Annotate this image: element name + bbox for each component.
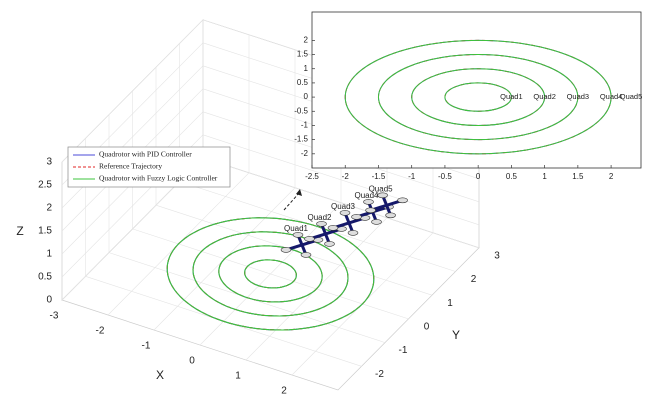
z-tick-label: 0 (46, 295, 52, 306)
y-tick-label: -2 (375, 369, 384, 380)
z-tick-label: 3 (46, 157, 52, 168)
inset-plot: -2.5 -2 -1.5 -1 -0.5 0 0.5 1 1.5 2 -2 -1.5 -1 -0.5 0 0.… (294, 12, 642, 181)
quad-rotor (372, 219, 382, 224)
x-tick-label: -2.5 (305, 172, 319, 181)
quad-rotor (328, 225, 338, 230)
quad-rotor (293, 232, 303, 237)
quad-label: Quad3 (567, 92, 590, 101)
x-tick-label: 0 (189, 356, 195, 367)
legend: Quadrotor with PID Controller Reference T… (68, 147, 230, 187)
quad-label: Quad2 (307, 213, 332, 222)
x-tick-label: 0.5 (506, 172, 518, 181)
quad-rotor (305, 236, 315, 241)
x-tick-label: -2 (96, 326, 105, 337)
x-tick-label: 2 (609, 172, 614, 181)
quad-rotor (352, 214, 362, 219)
z-tick-label: 1 (46, 249, 52, 260)
quad-rotor (317, 221, 327, 226)
y-tick-label: -2 (301, 149, 309, 158)
y-axis-label: Y (452, 328, 460, 342)
y-tick-label: -1 (399, 345, 408, 356)
y-tick-label: -1 (301, 121, 309, 130)
quad-rotor (348, 230, 358, 235)
z-tick-label: 0.5 (38, 272, 52, 283)
x-tick-label: 1.5 (572, 172, 584, 181)
z-tick-label: 2.5 (38, 180, 52, 191)
x-tick-label: -1.5 (372, 172, 386, 181)
y-tick-label: 0.5 (297, 78, 309, 87)
quad-rotor (301, 252, 311, 257)
y-tick-label: -0.5 (294, 106, 308, 115)
legend-label: Quadrotor with Fuzzy Logic Controller (99, 174, 218, 183)
quad-rotor (378, 193, 388, 198)
quad-label: Quad3 (331, 202, 356, 211)
quad-label: Quad1 (284, 224, 309, 233)
y-tick-label: 2 (471, 274, 477, 285)
quad-rotor (386, 213, 396, 218)
z-tick-label: 2 (46, 203, 52, 214)
y-tick-label: 0 (304, 92, 309, 101)
x-tick-label: 1 (235, 371, 241, 382)
y-tick-label: 1 (447, 298, 453, 309)
x-tick-label: 1 (542, 172, 547, 181)
quad-rotor (364, 199, 374, 204)
quad-rotor (366, 208, 376, 213)
x-tick-label: -1 (142, 341, 151, 352)
x-axis-label: X (156, 368, 164, 382)
x-tick-label: -0.5 (438, 172, 452, 181)
y-tick-label: 3 (494, 250, 500, 261)
x-tick-label: 2 (281, 386, 287, 397)
quad-label: Quad5 (620, 92, 643, 101)
quad-label: Quad2 (533, 92, 556, 101)
x-tick-label: 0 (476, 172, 481, 181)
quad-rotor (340, 210, 350, 215)
y-tick-label: -1.5 (294, 135, 308, 144)
figure: -3 -2 -1 0 1 2 -2 -1 0 1 2 3 0 0.5 1 1.5 2 2.5 3 Quad1 Quad2… (0, 0, 649, 406)
x-tick-label: -1 (408, 172, 416, 181)
z-tick-label: 1.5 (38, 226, 52, 237)
legend-label: Reference Trajectory (99, 162, 162, 171)
y-tick-label: 1.5 (297, 50, 309, 59)
quad-rotor (281, 247, 291, 252)
x-tick-label: -3 (50, 311, 59, 322)
y-tick-label: 1 (304, 64, 309, 73)
quad-rotor (325, 241, 335, 246)
legend-label: Quadrotor with PID Controller (99, 150, 192, 159)
x-tick-label: -2 (342, 172, 350, 181)
inset-frame (312, 12, 641, 168)
z-axis-label: Z (16, 224, 23, 238)
quad-label: Quad5 (369, 184, 394, 193)
y-tick-label: 0 (424, 322, 430, 333)
pointer-arrow (284, 192, 300, 210)
quad-rotor (398, 198, 408, 203)
y-tick-label: 2 (304, 35, 309, 44)
quad-label: Quad1 (500, 92, 523, 101)
